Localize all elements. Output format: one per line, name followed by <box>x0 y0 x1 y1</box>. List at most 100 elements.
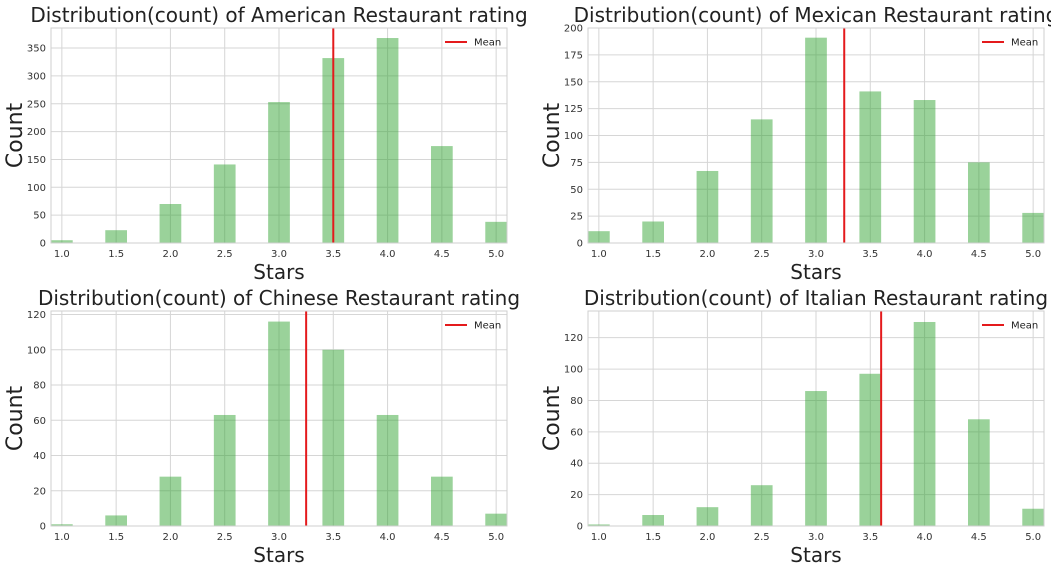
x-tick-label: 1.0 <box>54 249 70 260</box>
histogram-bar <box>213 414 236 526</box>
x-tick-label: 1.5 <box>108 249 124 260</box>
y-tick-label: 40 <box>33 451 46 462</box>
x-tick-label: 5.0 <box>488 249 504 260</box>
y-tick-label: 80 <box>33 381 46 392</box>
y-tick-label: 200 <box>27 127 46 138</box>
x-tick-label: 4.0 <box>380 249 396 260</box>
y-tick-label: 150 <box>27 155 46 166</box>
legend-mean-label: Mean <box>1011 38 1038 49</box>
y-tick-label: 0 <box>577 522 583 533</box>
x-tick-label: 1.5 <box>645 532 661 543</box>
plot-frame <box>587 310 1045 527</box>
x-tick-label: 4.5 <box>434 249 450 260</box>
x-tick-label: 2.5 <box>754 249 770 260</box>
chart-panel-3: Distribution(count) of Chinese Restauran… <box>3 286 520 567</box>
x-tick-label: 4.0 <box>917 532 933 543</box>
y-tick-label: 0 <box>40 239 46 250</box>
histogram-bar <box>1022 212 1044 243</box>
x-tick-label: 2.0 <box>699 532 715 543</box>
y-tick-label: 125 <box>564 104 583 115</box>
x-tick-label: 3.0 <box>808 532 824 543</box>
x-tick-label: 4.0 <box>917 249 933 260</box>
histogram-bar <box>805 391 827 526</box>
x-tick-label: 2.5 <box>217 249 233 260</box>
histogram-bar <box>750 119 773 243</box>
x-tick-label: 4.0 <box>380 532 396 543</box>
x-tick-label: 2.5 <box>217 532 233 543</box>
y-tick-label: 40 <box>570 459 583 470</box>
x-tick-label: 5.0 <box>1025 532 1041 543</box>
x-tick-label: 1.5 <box>645 249 661 260</box>
y-tick-label: 0 <box>40 522 46 533</box>
histogram-bar <box>750 485 773 526</box>
y-tick-label: 100 <box>27 183 46 194</box>
histogram-bar <box>105 515 127 526</box>
histogram-bar <box>859 91 882 243</box>
y-tick-label: 50 <box>570 185 583 196</box>
histogram-bar <box>642 221 664 243</box>
histogram-bar <box>913 100 936 244</box>
histogram-bar <box>913 321 936 526</box>
y-tick-label: 50 <box>33 211 46 222</box>
histogram-bar <box>159 204 182 243</box>
x-tick-label: 4.5 <box>971 532 987 543</box>
y-axis-label: Count <box>540 385 565 451</box>
histogram-bar <box>431 476 453 526</box>
histogram-bar <box>376 414 399 526</box>
x-tick-label: 3.0 <box>271 249 287 260</box>
x-tick-label: 1.5 <box>108 532 124 543</box>
x-axis-label: Stars <box>790 260 841 284</box>
histogram-bar <box>805 37 827 243</box>
plot-frame <box>587 27 1045 244</box>
histogram-bar <box>968 419 990 526</box>
histogram-bar <box>268 102 290 243</box>
histogram-bar <box>968 162 990 243</box>
y-tick-label: 75 <box>570 158 583 169</box>
x-tick-label: 1.0 <box>591 249 607 260</box>
plot-frame <box>50 27 508 244</box>
y-tick-label: 200 <box>564 24 583 35</box>
chart-title: Distribution(count) of Chinese Restauran… <box>38 286 520 310</box>
x-tick-label: 2.0 <box>699 249 715 260</box>
x-tick-label: 3.5 <box>862 249 878 260</box>
x-tick-label: 2.0 <box>162 532 178 543</box>
y-tick-label: 100 <box>564 131 583 142</box>
histogram-bar <box>431 146 453 243</box>
y-tick-label: 150 <box>564 77 583 88</box>
histogram-bar <box>213 164 236 243</box>
histogram-bar <box>485 513 507 526</box>
y-tick-label: 60 <box>570 427 583 438</box>
y-tick-label: 0 <box>577 239 583 250</box>
histogram-bar <box>322 349 345 526</box>
histogram-bar <box>51 240 73 243</box>
x-tick-label: 3.5 <box>325 249 341 260</box>
histogram-bar <box>696 170 719 243</box>
histogram-bar <box>696 507 719 526</box>
y-tick-label: 350 <box>27 44 46 55</box>
y-tick-label: 250 <box>27 99 46 110</box>
x-tick-label: 1.0 <box>591 532 607 543</box>
y-tick-label: 100 <box>564 365 583 376</box>
x-axis-label: Stars <box>790 543 841 567</box>
y-axis-label: Count <box>3 385 28 451</box>
y-tick-label: 100 <box>27 345 46 356</box>
x-tick-label: 4.5 <box>434 532 450 543</box>
y-tick-label: 175 <box>564 50 583 61</box>
x-tick-label: 5.0 <box>488 532 504 543</box>
x-axis-label: Stars <box>253 543 304 567</box>
chart-title: Distribution(count) of American Restaura… <box>30 3 527 27</box>
histogram-bar <box>485 221 507 243</box>
histogram-bar <box>588 524 610 526</box>
chart-panel-1: Distribution(count) of American Restaura… <box>3 3 528 284</box>
y-tick-label: 20 <box>570 490 583 501</box>
y-tick-label: 60 <box>33 416 46 427</box>
x-tick-label: 2.0 <box>162 249 178 260</box>
histogram-bar <box>376 38 399 243</box>
x-tick-label: 3.5 <box>325 532 341 543</box>
plot-frame <box>50 310 508 527</box>
x-axis-label: Stars <box>253 260 304 284</box>
chart-title: Distribution(count) of Italian Restauran… <box>584 286 1048 310</box>
y-axis-label: Count <box>540 102 565 168</box>
